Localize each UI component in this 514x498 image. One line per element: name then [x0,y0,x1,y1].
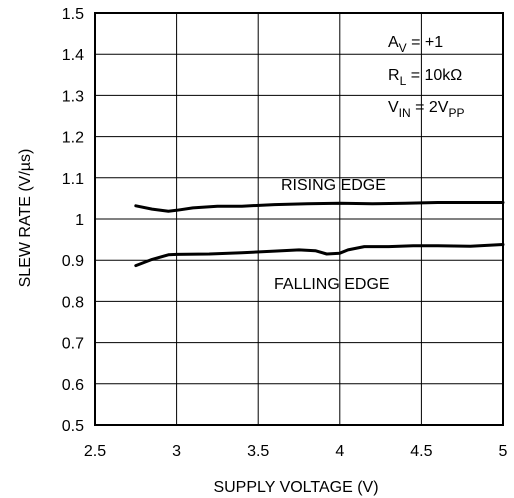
series-line-rising-edge [134,201,505,213]
y-tick-label: 1 [75,212,84,229]
y-tick-label: 0.9 [62,253,84,270]
x-tick-label: 4 [335,443,344,460]
y-tick-label: 1.2 [62,130,84,147]
y-tick-label: 1.1 [62,171,84,188]
x-axis-title: SUPPLY VOLTAGE (V) [213,479,378,496]
plot-frame [94,12,504,426]
tick-labels: 2.5 3 3.5 4 4.5 5 0.5 0.6 0.7 0.8 0.9 1 1.1 1.2 1.3 1.4… [62,6,508,460]
vin-annotation: VIN = 2VPP [388,99,465,120]
y-tick-label: 0.6 [62,377,84,394]
y-tick-label: 1.4 [62,47,84,64]
av-annotation: AV = +1 [388,34,443,55]
grid [95,13,503,425]
x-tick-label: 2.5 [84,443,106,460]
x-tick-label: 3 [172,443,181,460]
y-tick-label: 0.5 [62,418,84,435]
rl-annotation: RL = 10kΩ [388,67,462,88]
y-tick-label: 0.7 [62,336,84,353]
x-tick-label: 5 [499,443,508,460]
series-group [134,201,505,268]
series-line-falling-edge [134,243,505,268]
y-tick-label: 1.5 [62,6,84,23]
rising-edge-label: RISING EDGE [281,177,386,194]
y-tick-label: 0.8 [62,294,84,311]
y-axis-title: SLEW RATE (V/µs) [17,149,34,288]
y-tick-label: 1.3 [62,88,84,105]
x-tick-label: 4.5 [410,443,432,460]
x-tick-label: 3.5 [247,443,269,460]
falling-edge-label: FALLING EDGE [274,276,390,293]
